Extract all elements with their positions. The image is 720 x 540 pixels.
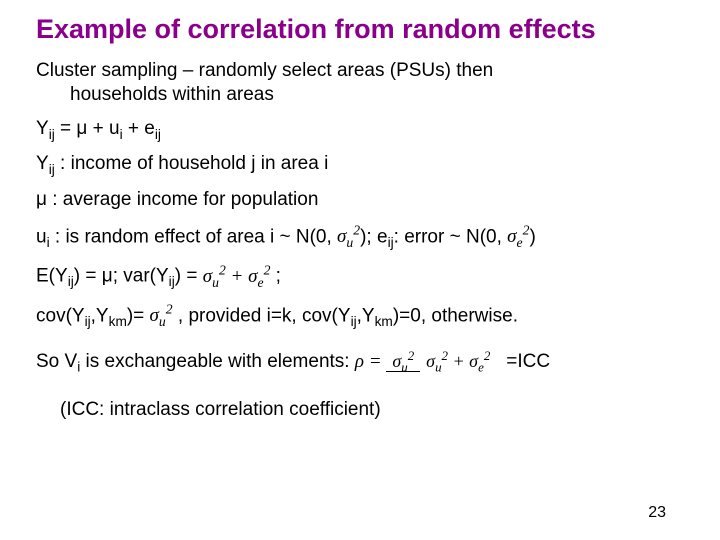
line1a: Cluster sampling – randomly select areas…: [36, 60, 493, 81]
frac-den: σu2 + σe2: [420, 351, 496, 371]
ey-a: E(Y: [36, 266, 68, 287]
u-def-text3: : error ~ N(0,: [394, 226, 508, 247]
ey-mu: μ: [102, 266, 113, 287]
icc-fraction: σu2σu2 + σe2: [386, 348, 496, 376]
cov-e: ,Y: [357, 305, 375, 326]
slide-title: Example of correlation from random effec…: [36, 14, 692, 45]
page-number: 23: [648, 504, 666, 522]
mu-definition: μ : average income for population: [36, 188, 692, 212]
sigma-e-sq-1: σe2: [507, 226, 529, 247]
model-plus-e: + e: [123, 118, 155, 139]
rho-symbol: ρ =: [355, 351, 386, 372]
covariance-line: cov(Yij,Ykm)= σu2 , provided i=k, cov(Yi…: [36, 301, 692, 330]
cluster-sampling-text: Cluster sampling – randomly select areas…: [36, 59, 692, 107]
sigma-u-sq-1: σu2: [337, 226, 360, 247]
line1b: households within areas: [36, 84, 274, 105]
y-definition: Yij : income of household j in area i: [36, 152, 692, 178]
cov-sigma: σu2: [150, 305, 173, 326]
model-eq: =: [55, 118, 77, 139]
model-mu: μ: [76, 118, 87, 139]
var-formula: σu2 + σe2: [203, 266, 271, 287]
y-def-text: : income of household j in area i: [55, 153, 329, 174]
ey-d: ) =: [175, 266, 203, 287]
cov-f: )=0, otherwise.: [393, 305, 518, 326]
model-y: Y: [36, 118, 49, 139]
mu-symbol: μ: [36, 189, 47, 210]
u-def-u: u: [36, 226, 47, 247]
cov-sub4: km: [375, 314, 393, 329]
model-e-sub: ij: [155, 126, 161, 141]
model-equation: Yij = μ + ui + eij: [36, 117, 692, 143]
u-def-text2: ); e: [360, 226, 387, 247]
exchangeable-line: So Vi is exchangeable with elements: ρ =…: [36, 348, 692, 376]
frac-num: σu2: [386, 351, 420, 372]
ey-e: ;: [270, 266, 281, 287]
cov-c: )=: [127, 305, 150, 326]
icc-note: (ICC: intraclass correlation coefficient…: [36, 398, 692, 422]
expectation-variance: E(Yij) = μ; var(Yij) = σu2 + σe2 ;: [36, 261, 692, 290]
cov-b: ,Y: [91, 305, 109, 326]
u-def-close: ): [529, 226, 535, 247]
y-def-y: Y: [36, 153, 49, 174]
cov-d: , provided i=k, cov(Y: [173, 305, 351, 326]
cov-sub2: km: [109, 314, 127, 329]
ey-b: ) =: [74, 266, 102, 287]
model-plus-u: + u: [87, 118, 119, 139]
u-definition: ui : is random effect of area i ~ N(0, σ…: [36, 222, 692, 251]
mu-def-text: : average income for population: [47, 189, 318, 210]
icc-eq: =ICC: [506, 351, 550, 372]
cov-a: cov(Y: [36, 305, 85, 326]
ey-c: ; var(Y: [113, 266, 169, 287]
u-def-text1: : is random effect of area i ~ N(0,: [50, 226, 337, 247]
so-a: So V: [36, 351, 77, 372]
so-b: is exchangeable with elements:: [80, 351, 355, 372]
